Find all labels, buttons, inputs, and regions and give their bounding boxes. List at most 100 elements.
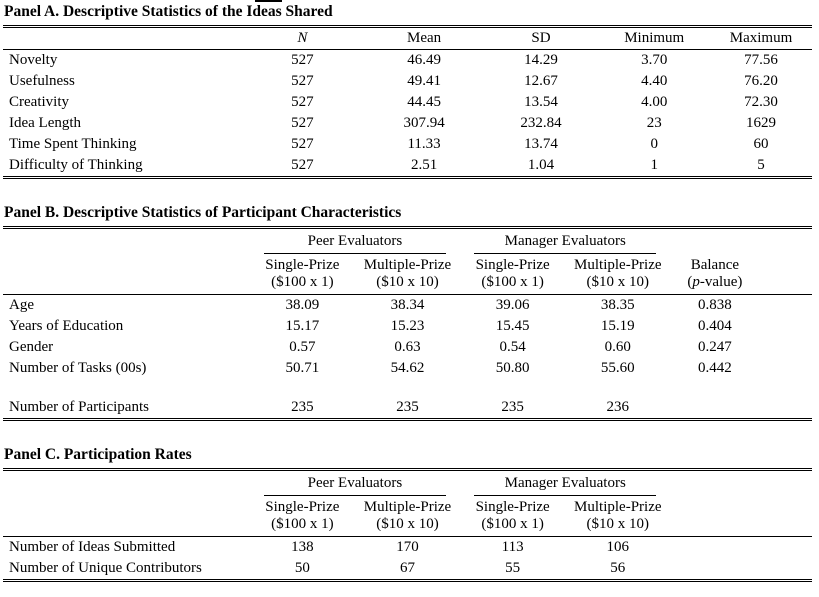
table-row: Time Spent Thinking 527 11.33 13.74 0 60 xyxy=(3,134,812,155)
cell-value: 38.35 xyxy=(600,297,635,313)
row-label: Creativity xyxy=(9,94,69,110)
cell-value: 527 xyxy=(291,73,314,89)
group-header-manager: Manager Evaluators xyxy=(460,229,670,254)
column-header-empty xyxy=(670,496,812,537)
cell-value: 50 xyxy=(294,560,310,576)
double-rule xyxy=(3,226,812,229)
group-header-label: Manager Evaluators xyxy=(474,232,657,254)
cell-value: 44.45 xyxy=(407,94,441,110)
column-header-peer-single: Single-Prize ($100 x 1) xyxy=(249,254,355,295)
table-row: Number of Unique Contributors 50 67 55 5… xyxy=(3,558,812,579)
subheader-line2: ($10 x 10) xyxy=(586,274,650,290)
column-header-empty xyxy=(670,471,812,496)
column-header-balance: Balance (p-value) xyxy=(670,254,760,295)
cell-value: 0.57 xyxy=(289,339,316,355)
cell-value: 39.06 xyxy=(495,297,530,313)
row-label: Age xyxy=(9,297,34,313)
group-header-label: Peer Evaluators xyxy=(263,474,447,496)
group-header-peer: Peer Evaluators xyxy=(250,229,460,254)
column-header-empty xyxy=(3,28,241,50)
cell-value: 235 xyxy=(396,399,419,415)
column-header-maximum: Maximum xyxy=(710,28,812,50)
panel-a-table: N Mean SD Minimum Maximum Novelty 527 46… xyxy=(3,28,812,176)
subheader-line1: Single-Prize xyxy=(265,257,340,273)
cell-value: 0.60 xyxy=(604,339,631,355)
cell-value: 307.94 xyxy=(403,115,445,131)
cell-value: 1629 xyxy=(746,115,777,131)
cell-value: 527 xyxy=(291,115,314,131)
cell-value: 235 xyxy=(501,399,524,415)
column-header-manager-single: Single-Prize ($100 x 1) xyxy=(460,496,566,537)
table-row: Years of Education 15.17 15.23 15.45 15.… xyxy=(3,316,812,337)
cell-value: 236 xyxy=(606,399,630,415)
cell-value: 0.838 xyxy=(697,297,732,313)
subheader-line1: Multiple-Prize xyxy=(574,257,662,273)
cell-value: 106 xyxy=(606,539,630,555)
cell-value: 1.04 xyxy=(527,157,555,173)
cell-empty xyxy=(759,358,812,379)
cell-value: 113 xyxy=(501,539,524,555)
subheader-line1: Multiple-Prize xyxy=(363,257,452,273)
column-header-empty xyxy=(670,229,759,254)
cell-empty xyxy=(759,295,812,317)
subheader-line1: Single-Prize xyxy=(265,499,340,515)
table-row: Number of Tasks (00s) 50.71 54.62 50.80 … xyxy=(3,358,812,379)
panel-c-title: Panel C. Participation Rates xyxy=(4,446,192,463)
cell-value: 76.20 xyxy=(744,73,778,89)
cell-value: 15.23 xyxy=(390,318,425,334)
row-label: Number of Ideas Submitted xyxy=(9,539,176,555)
row-label: Time Spent Thinking xyxy=(9,136,137,152)
double-rule xyxy=(3,468,812,471)
cell-value: 49.41 xyxy=(407,73,441,89)
column-header-empty xyxy=(3,496,250,537)
cell-value: 527 xyxy=(291,94,314,110)
cell-value: 5 xyxy=(757,157,765,173)
double-rule xyxy=(3,176,812,179)
cell-value: 0.442 xyxy=(697,360,732,376)
cell-value: 13.54 xyxy=(524,94,558,110)
table-row: Gender 0.57 0.63 0.54 0.60 0.247 xyxy=(3,337,812,358)
cell-value: 232.84 xyxy=(520,115,562,131)
cell-value: 38.34 xyxy=(390,297,425,313)
cell-value: 23 xyxy=(646,115,662,131)
column-header-n: N xyxy=(240,28,365,50)
cell-empty xyxy=(670,558,812,579)
cell-value: 46.49 xyxy=(407,52,441,68)
column-header-peer-multiple: Multiple-Prize ($10 x 10) xyxy=(354,254,461,295)
subheader-line2: ($100 x 1) xyxy=(271,274,334,290)
cell-value: 13.74 xyxy=(524,136,558,152)
cell-value: 138 xyxy=(291,539,314,555)
cell-value: 0.63 xyxy=(394,339,421,355)
cell-empty xyxy=(759,337,812,358)
row-label: Usefulness xyxy=(9,73,75,89)
panel-a-header-row: N Mean SD Minimum Maximum xyxy=(3,28,812,50)
group-header-label: Manager Evaluators xyxy=(474,474,657,496)
column-header-manager-single: Single-Prize ($100 x 1) xyxy=(460,254,566,295)
group-header-peer: Peer Evaluators xyxy=(250,471,460,496)
subheader-line2: ($10 x 10) xyxy=(586,516,650,532)
column-header-minimum: Minimum xyxy=(598,28,711,50)
panel-c: Panel C. Participation Rates Peer Evalua… xyxy=(3,445,812,582)
double-rule xyxy=(3,579,812,582)
subheader-line1: Balance xyxy=(690,257,740,273)
table-row: Number of Ideas Submitted 138 170 113 10… xyxy=(3,537,812,559)
group-header-manager: Manager Evaluators xyxy=(460,471,670,496)
table-row: Creativity 527 44.45 13.54 4.00 72.30 xyxy=(3,92,812,113)
cell-value: 50.80 xyxy=(495,360,530,376)
cell-value: 1 xyxy=(650,157,658,173)
row-label: Novelty xyxy=(9,52,58,68)
subheader-line1: Single-Prize xyxy=(475,257,550,273)
cell-value: 12.67 xyxy=(524,73,558,89)
column-header-manager-multiple: Multiple-Prize ($10 x 10) xyxy=(565,496,671,537)
double-rule xyxy=(3,418,812,421)
cell-value: 0.54 xyxy=(499,339,526,355)
row-label: Gender xyxy=(9,339,54,355)
column-header-empty xyxy=(3,229,250,254)
cell-value: 54.62 xyxy=(390,360,425,376)
spacer-row xyxy=(3,379,812,397)
cell-value: 4.00 xyxy=(641,94,668,110)
table-row: Usefulness 527 49.41 12.67 4.40 76.20 xyxy=(3,71,812,92)
cell-value: 170 xyxy=(396,539,419,555)
cell-value: 15.17 xyxy=(285,318,320,334)
